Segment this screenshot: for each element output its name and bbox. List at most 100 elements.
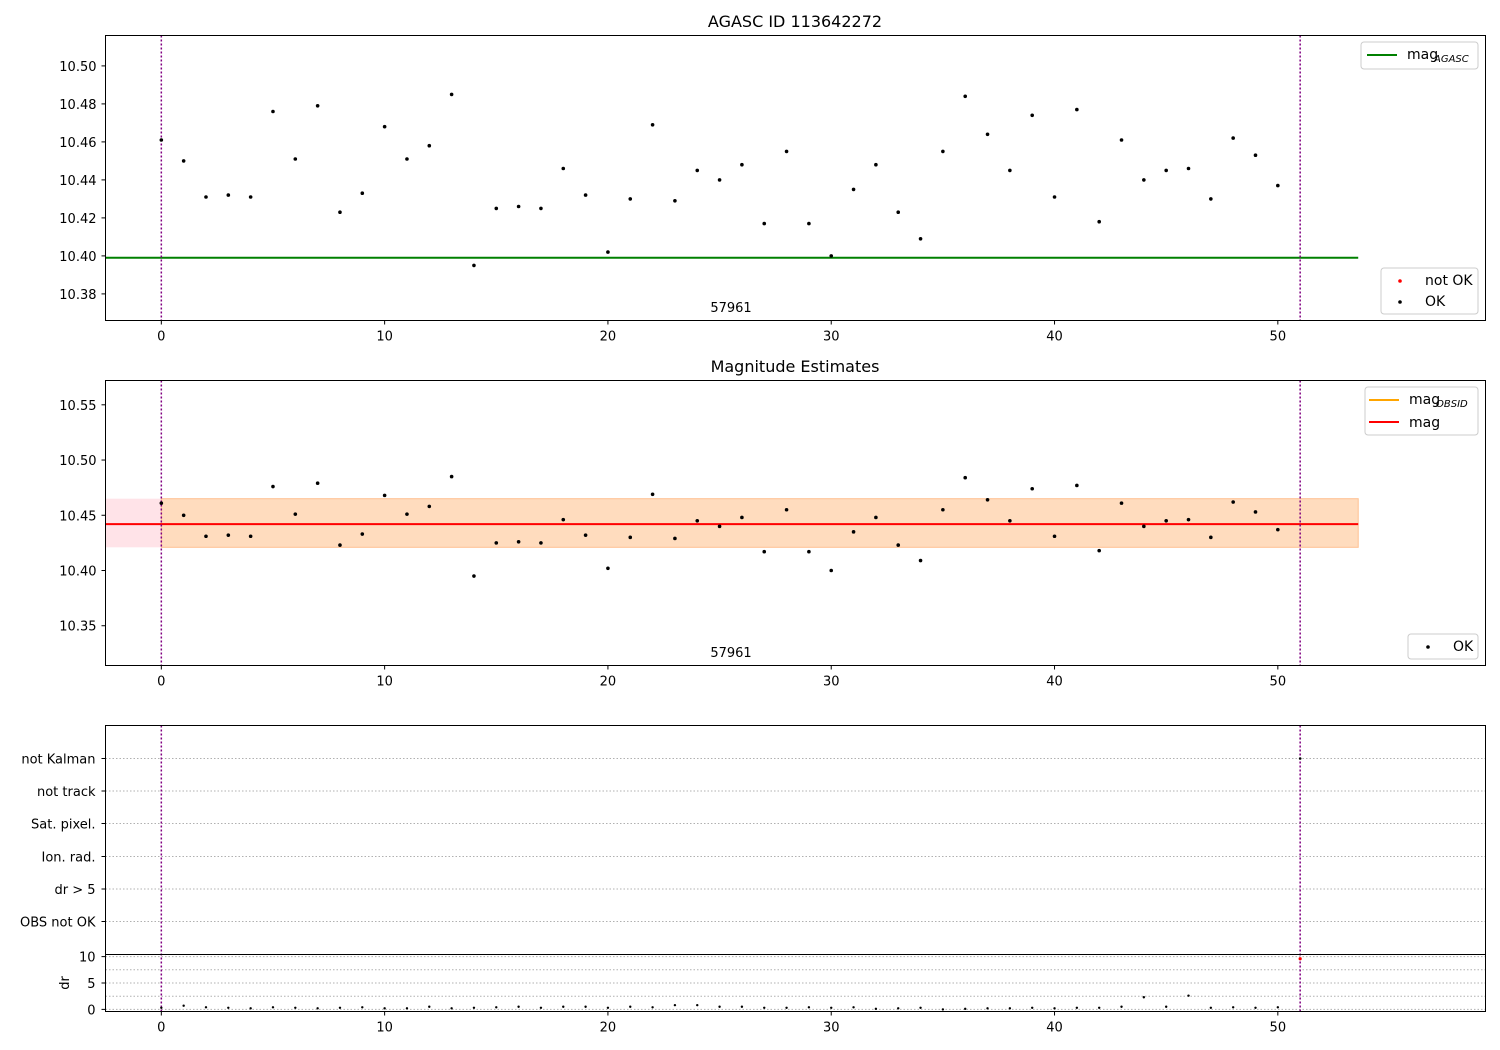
data-point [695,518,700,523]
y-tick-label: 10.35 [59,620,96,635]
data-point [1231,500,1235,504]
dr-point [830,1006,833,1010]
magnitude-estimates-panel: Magnitude Estimates 10.35 10.40 10.45 10.50… [59,357,1486,690]
x-tick-label: 0 [157,675,165,690]
dr-point [294,1006,297,1010]
data-point [561,517,566,522]
data-point [360,191,365,195]
x-tick-label: 50 [1270,330,1287,345]
dr-point [204,1006,208,1009]
data-point [248,534,253,539]
data-point [740,515,744,520]
data-point [516,539,521,544]
dr-point [227,1006,230,1010]
data-point [1253,153,1258,157]
x-tick-label: 40 [1046,1021,1063,1036]
dr-point [1209,1006,1213,1010]
x-tick-label: 30 [823,675,840,690]
dr-point [941,1008,945,1011]
x-tick-label: 40 [1046,675,1063,690]
data-point [985,132,990,137]
panel3-frame [105,725,1486,1012]
panel1-frame [105,35,1486,321]
data-point [963,475,968,480]
dr-point [562,1005,565,1008]
data-point [315,104,320,108]
dr-point [160,1006,163,1010]
data-point [673,536,677,541]
x-tick-label: 50 [1270,1021,1287,1036]
data-point [1209,197,1213,201]
y-tick-label: 10.38 [59,288,96,303]
dr-point [964,1007,967,1011]
dr-point [405,1007,409,1010]
dr-point [897,1007,900,1010]
data-point [248,195,253,199]
data-point [204,195,208,199]
data-point [516,204,521,209]
panel1-annotation: 57961 [710,301,751,316]
data-point [1276,183,1280,188]
flag-label: dr > 5 [54,883,95,898]
data-point [918,237,923,241]
dr-point [1142,996,1146,999]
x-tick-label: 50 [1270,675,1287,690]
dr-point [651,1006,654,1009]
data-point [271,484,275,489]
legend-mag-agasc: mag [1407,47,1438,63]
legend-mag-obsid-subscript: OBSID [1436,399,1468,410]
data-point [338,543,342,547]
dr-point [361,1006,364,1009]
data-point [896,543,901,547]
data-point [539,206,543,211]
panel2-frame [105,380,1486,666]
dr-point [1164,1005,1168,1008]
obsid-range-band [160,498,1359,548]
data-point [1030,113,1034,118]
data-point [918,558,923,563]
y-tick-label: 10.40 [59,250,96,265]
y-tick-label: 10.48 [59,98,96,113]
dr-point [785,1006,788,1010]
data-point [606,566,610,571]
dr-point [338,1006,342,1010]
flag-label: Sat. pixel. [31,818,95,833]
data-point [807,549,811,554]
panel2-legend-top: mag OBSID mag [1364,386,1479,436]
data-point [784,149,789,154]
data-point [539,541,543,545]
dr-point [740,1005,744,1008]
legend-not-ok: not OK [1425,273,1473,289]
x-tick-label: 20 [600,1021,617,1036]
data-point [1231,136,1235,140]
data-point [360,532,365,536]
y-tick-label: 10.42 [59,212,96,227]
y-tick-label: 10.50 [59,454,96,469]
flag-label: not track [37,785,96,800]
data-point [226,533,231,537]
y-tick-label: 10.45 [59,509,96,524]
data-point [159,501,164,505]
dr-point [249,1007,252,1010]
data-point [382,124,387,129]
panel2-legend-bottom: OK [1407,633,1479,660]
dr-point [472,1006,476,1010]
data-point [315,481,320,486]
data-point [1209,535,1213,540]
data-point [181,513,186,518]
dr-tick-label: 10 [79,951,96,966]
data-point [717,178,722,182]
dr-point [428,1005,431,1008]
x-tick-label: 10 [376,330,393,345]
legend-mag-agasc-subscript: AGASC [1433,54,1469,65]
data-point [650,123,655,127]
x-tick-label: 30 [823,1021,840,1036]
data-point [941,507,945,512]
data-point [829,568,834,573]
data-point [1164,518,1168,523]
legend-ok: OK [1425,294,1446,310]
data-point [985,498,990,502]
dr-point [763,1006,766,1010]
dr-point [1254,1006,1257,1010]
